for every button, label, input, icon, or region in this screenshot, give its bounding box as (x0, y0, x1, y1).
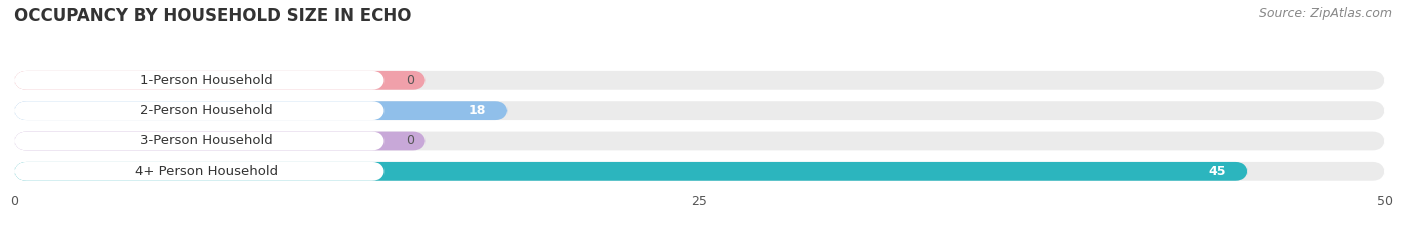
FancyBboxPatch shape (14, 132, 1385, 150)
FancyBboxPatch shape (14, 162, 384, 181)
Text: 0: 0 (406, 74, 415, 87)
FancyBboxPatch shape (14, 101, 508, 120)
Text: 18: 18 (468, 104, 485, 117)
Text: 4+ Person Household: 4+ Person Household (135, 165, 278, 178)
FancyBboxPatch shape (14, 162, 1249, 181)
FancyBboxPatch shape (14, 101, 384, 120)
FancyBboxPatch shape (14, 132, 384, 150)
Text: Source: ZipAtlas.com: Source: ZipAtlas.com (1258, 7, 1392, 20)
FancyBboxPatch shape (14, 71, 1385, 90)
FancyBboxPatch shape (14, 132, 425, 150)
Text: 2-Person Household: 2-Person Household (141, 104, 273, 117)
Text: OCCUPANCY BY HOUSEHOLD SIZE IN ECHO: OCCUPANCY BY HOUSEHOLD SIZE IN ECHO (14, 7, 412, 25)
Text: 3-Person Household: 3-Person Household (141, 134, 273, 147)
FancyBboxPatch shape (14, 162, 1385, 181)
Text: 45: 45 (1208, 165, 1226, 178)
Text: 0: 0 (406, 134, 415, 147)
Text: 1-Person Household: 1-Person Household (141, 74, 273, 87)
FancyBboxPatch shape (14, 71, 384, 90)
FancyBboxPatch shape (14, 101, 1385, 120)
FancyBboxPatch shape (14, 71, 425, 90)
